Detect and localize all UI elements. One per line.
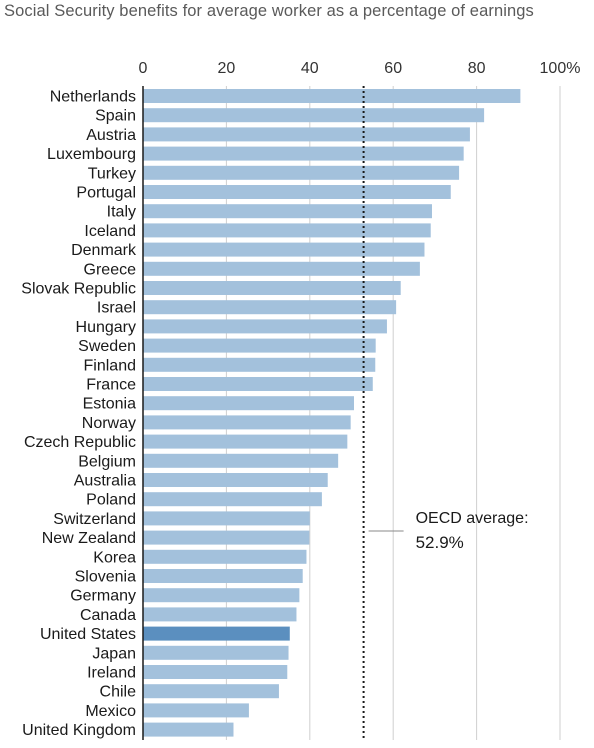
category-label-slovenia: Slovenia — [75, 569, 136, 586]
category-label-austria: Austria — [86, 127, 136, 144]
bar-united-states — [143, 626, 290, 641]
bars — [143, 89, 521, 737]
bar-finland — [143, 357, 376, 372]
bar-hungary — [143, 319, 387, 334]
category-label-japan: Japan — [92, 645, 136, 662]
bar-ireland — [143, 665, 288, 679]
category-label-finland: Finland — [84, 357, 136, 374]
bar-estonia — [143, 396, 355, 411]
category-label-united-states: United States — [40, 626, 136, 643]
bar-australia — [143, 473, 328, 487]
category-label-new-zealand: New Zealand — [42, 530, 136, 547]
bar-luxembourg — [143, 146, 464, 161]
bar-belgium — [143, 453, 339, 468]
bar-slovenia — [143, 569, 303, 583]
oecd-average-reference: OECD average: 52.9% — [362, 86, 529, 740]
x-tick-label-20: 20 — [218, 60, 236, 77]
bar-turkey — [143, 165, 460, 180]
bar-denmark — [143, 242, 425, 257]
category-label-netherlands: Netherlands — [50, 89, 136, 106]
bar-spain — [143, 108, 485, 123]
bar-portugal — [143, 185, 451, 199]
oecd-average-value: 52.9% — [416, 533, 464, 552]
x-tick-label-100: 100% — [540, 60, 581, 77]
category-label-iceland: Iceland — [84, 223, 136, 240]
category-labels: Netherlands Spain Austria Luxembourg Turkey P… — [21, 89, 137, 740]
category-label-australia: Australia — [74, 473, 136, 490]
category-label-belgium: Belgium — [78, 453, 136, 470]
bar-austria — [143, 127, 470, 142]
category-label-israel: Israel — [97, 300, 136, 317]
x-tick-label-40: 40 — [301, 60, 319, 77]
bar-italy — [143, 204, 432, 219]
category-label-korea: Korea — [93, 549, 136, 566]
bar-chile — [143, 684, 279, 699]
category-label-france: France — [86, 377, 136, 394]
category-label-italy: Italy — [107, 204, 136, 221]
x-tick-label-0: 0 — [139, 60, 148, 77]
bar-sweden — [143, 338, 376, 353]
category-label-slovak-republic: Slovak Republic — [21, 281, 136, 298]
oecd-average-label: OECD average: — [416, 510, 529, 527]
category-label-sweden: Sweden — [78, 338, 136, 355]
x-tick-label-80: 80 — [468, 60, 486, 77]
category-label-portugal: Portugal — [76, 185, 136, 202]
category-label-chile: Chile — [100, 684, 137, 701]
bar-israel — [143, 300, 397, 315]
bar-netherlands — [143, 89, 521, 103]
category-label-spain: Spain — [95, 108, 136, 125]
bar-united-kingdom — [143, 722, 234, 737]
category-label-denmark: Denmark — [71, 242, 137, 259]
bar-korea — [143, 549, 307, 564]
category-label-czech-republic: Czech Republic — [24, 434, 136, 451]
category-label-turkey: Turkey — [88, 165, 136, 182]
bar-new-zealand — [143, 530, 310, 545]
bar-poland — [143, 492, 322, 507]
category-label-greece: Greece — [84, 261, 137, 278]
category-label-mexico: Mexico — [85, 703, 136, 720]
category-label-norway: Norway — [82, 415, 136, 432]
x-axis-ticks: 0 20 40 60 80 100% — [139, 60, 581, 77]
chart-title: Social Security benefits for average wor… — [4, 2, 534, 20]
category-label-poland: Poland — [86, 492, 136, 509]
bar-greece — [143, 261, 420, 276]
bar-canada — [143, 607, 297, 622]
category-label-hungary: Hungary — [76, 319, 136, 336]
bar-iceland — [143, 223, 431, 238]
bar-switzerland — [143, 511, 310, 526]
category-label-ireland: Ireland — [87, 665, 136, 682]
x-tick-label-60: 60 — [384, 60, 402, 77]
bar-japan — [143, 645, 289, 660]
category-label-united-kingdom: United Kingdom — [22, 722, 136, 739]
category-label-estonia: Estonia — [83, 396, 136, 413]
bar-mexico — [143, 703, 249, 718]
category-label-luxembourg: Luxembourg — [47, 146, 136, 163]
bar-france — [143, 377, 373, 391]
gridlines — [225, 86, 561, 740]
bar-czech-republic — [143, 434, 348, 449]
category-label-canada: Canada — [80, 607, 136, 624]
bar-germany — [143, 588, 300, 603]
bar-norway — [143, 415, 351, 430]
category-label-germany: Germany — [70, 588, 136, 605]
category-label-switzerland: Switzerland — [53, 511, 136, 528]
bar-slovak-republic — [143, 281, 401, 295]
